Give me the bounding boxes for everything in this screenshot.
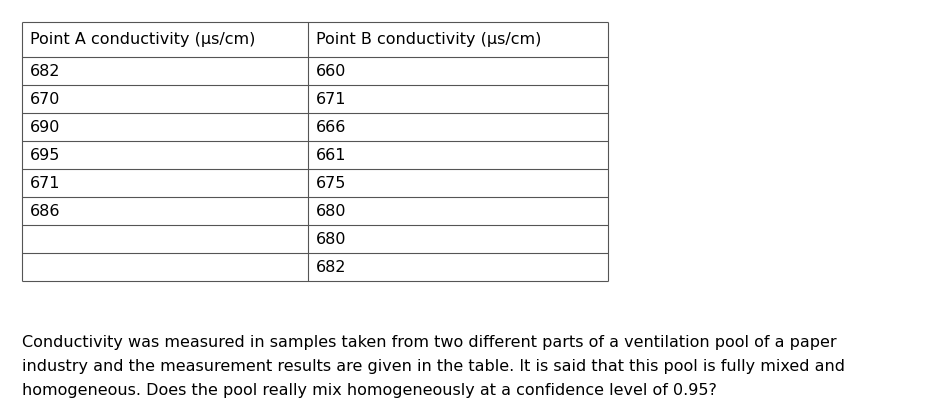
Text: 666: 666 <box>316 120 346 134</box>
Text: 660: 660 <box>316 63 346 79</box>
Text: homogeneous. Does the pool really mix homogeneously at a confidence level of 0.9: homogeneous. Does the pool really mix ho… <box>22 383 717 398</box>
Text: 675: 675 <box>316 176 346 191</box>
Text: 686: 686 <box>30 204 61 218</box>
Text: 695: 695 <box>30 147 61 163</box>
Text: 680: 680 <box>316 231 346 247</box>
Text: 671: 671 <box>316 92 346 107</box>
Text: industry and the measurement results are given in the table. It is said that thi: industry and the measurement results are… <box>22 359 845 374</box>
Text: 680: 680 <box>316 204 346 218</box>
Text: 682: 682 <box>316 260 346 275</box>
Text: Point A conductivity (µs/cm): Point A conductivity (µs/cm) <box>30 32 256 47</box>
Text: 670: 670 <box>30 92 61 107</box>
Text: 671: 671 <box>30 176 61 191</box>
Text: Point B conductivity (µs/cm): Point B conductivity (µs/cm) <box>316 32 541 47</box>
Text: 661: 661 <box>316 147 346 163</box>
Text: Conductivity was measured in samples taken from two different parts of a ventila: Conductivity was measured in samples tak… <box>22 335 837 350</box>
Text: 690: 690 <box>30 120 61 134</box>
Text: 682: 682 <box>30 63 61 79</box>
